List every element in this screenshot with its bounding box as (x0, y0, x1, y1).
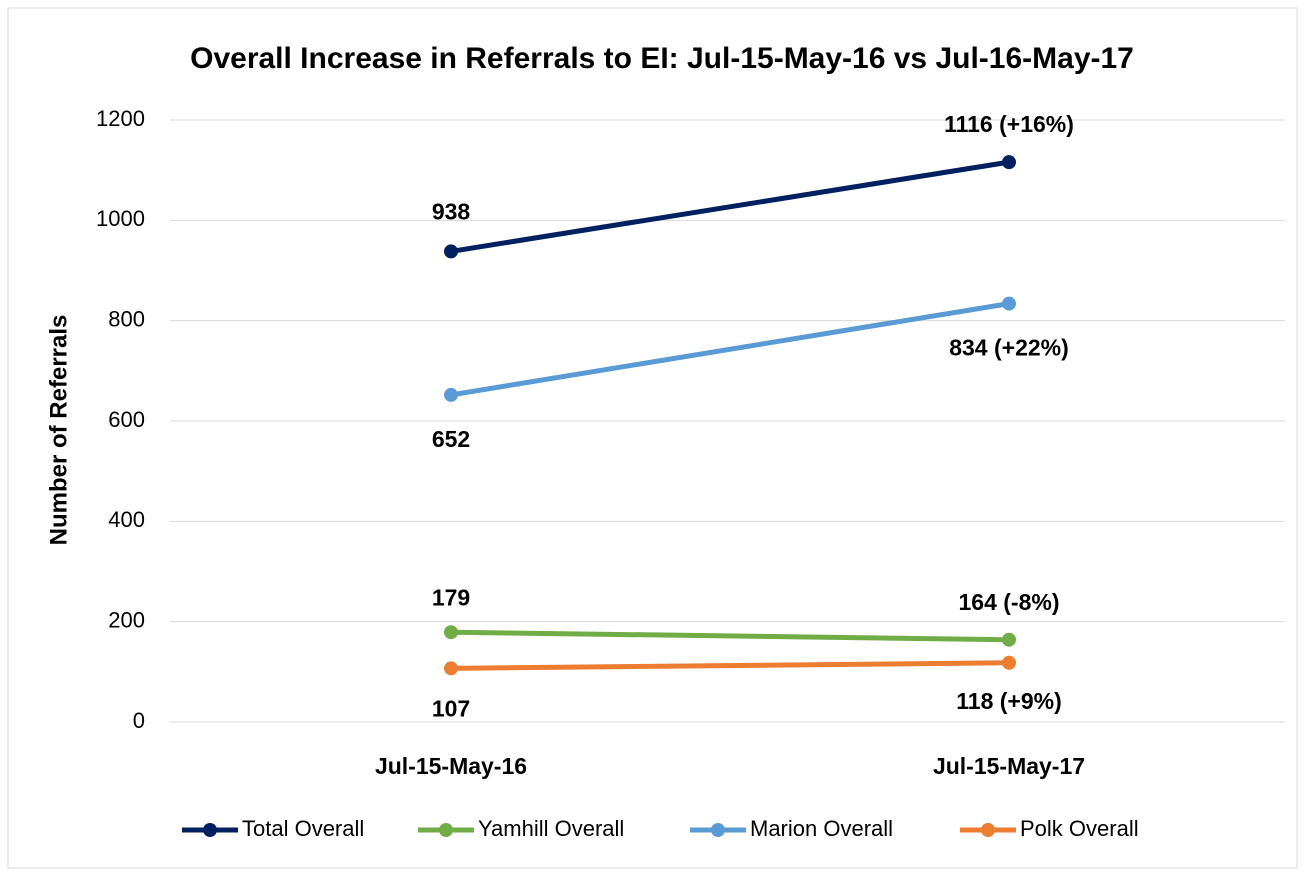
x-tick-label: Jul-15-May-17 (933, 753, 1085, 779)
chart-border (7, 7, 1298, 869)
data-label: 118 (+9%) (956, 688, 1062, 714)
data-label: 652 (432, 426, 470, 452)
y-tick-label: 200 (108, 607, 145, 632)
legend-label: Yamhill Overall (478, 816, 624, 841)
legend-label: Marion Overall (750, 816, 893, 841)
chart-title: Overall Increase in Referrals to EI: Jul… (190, 42, 1134, 75)
point (444, 244, 458, 259)
data-label: 834 (+22%) (949, 335, 1069, 361)
data-label: 107 (432, 695, 470, 721)
point (1002, 632, 1016, 647)
data-label: 1116 (+16%) (944, 111, 1074, 137)
point (444, 387, 458, 402)
y-tick-label: 0 (133, 708, 145, 733)
point (1002, 296, 1016, 311)
point (444, 625, 458, 640)
legend-label: Polk Overall (1020, 816, 1139, 841)
point (444, 661, 458, 676)
legend-marker (711, 823, 725, 837)
legend-marker (981, 823, 995, 837)
series-line (450, 660, 1010, 671)
point (1002, 655, 1016, 670)
y-tick-label: 1000 (96, 206, 145, 231)
series-line (450, 301, 1010, 398)
y-tick-label: 400 (108, 507, 145, 532)
series-line (450, 159, 1010, 254)
legend-label: Total Overall (242, 816, 364, 841)
y-tick-label: 600 (108, 407, 145, 432)
point (1002, 155, 1016, 170)
y-tick-label: 800 (108, 306, 145, 331)
y-tick-label: 1200 (96, 106, 145, 131)
x-tick-label: Jul-15-May-16 (375, 753, 527, 779)
legend-marker (203, 823, 217, 837)
data-label: 164 (-8%) (959, 589, 1060, 615)
legend-marker (439, 823, 453, 837)
data-label: 938 (432, 199, 471, 225)
data-label: 179 (432, 584, 470, 610)
y-axis-title: Number of Referrals (45, 315, 72, 546)
series-line (450, 629, 1010, 643)
